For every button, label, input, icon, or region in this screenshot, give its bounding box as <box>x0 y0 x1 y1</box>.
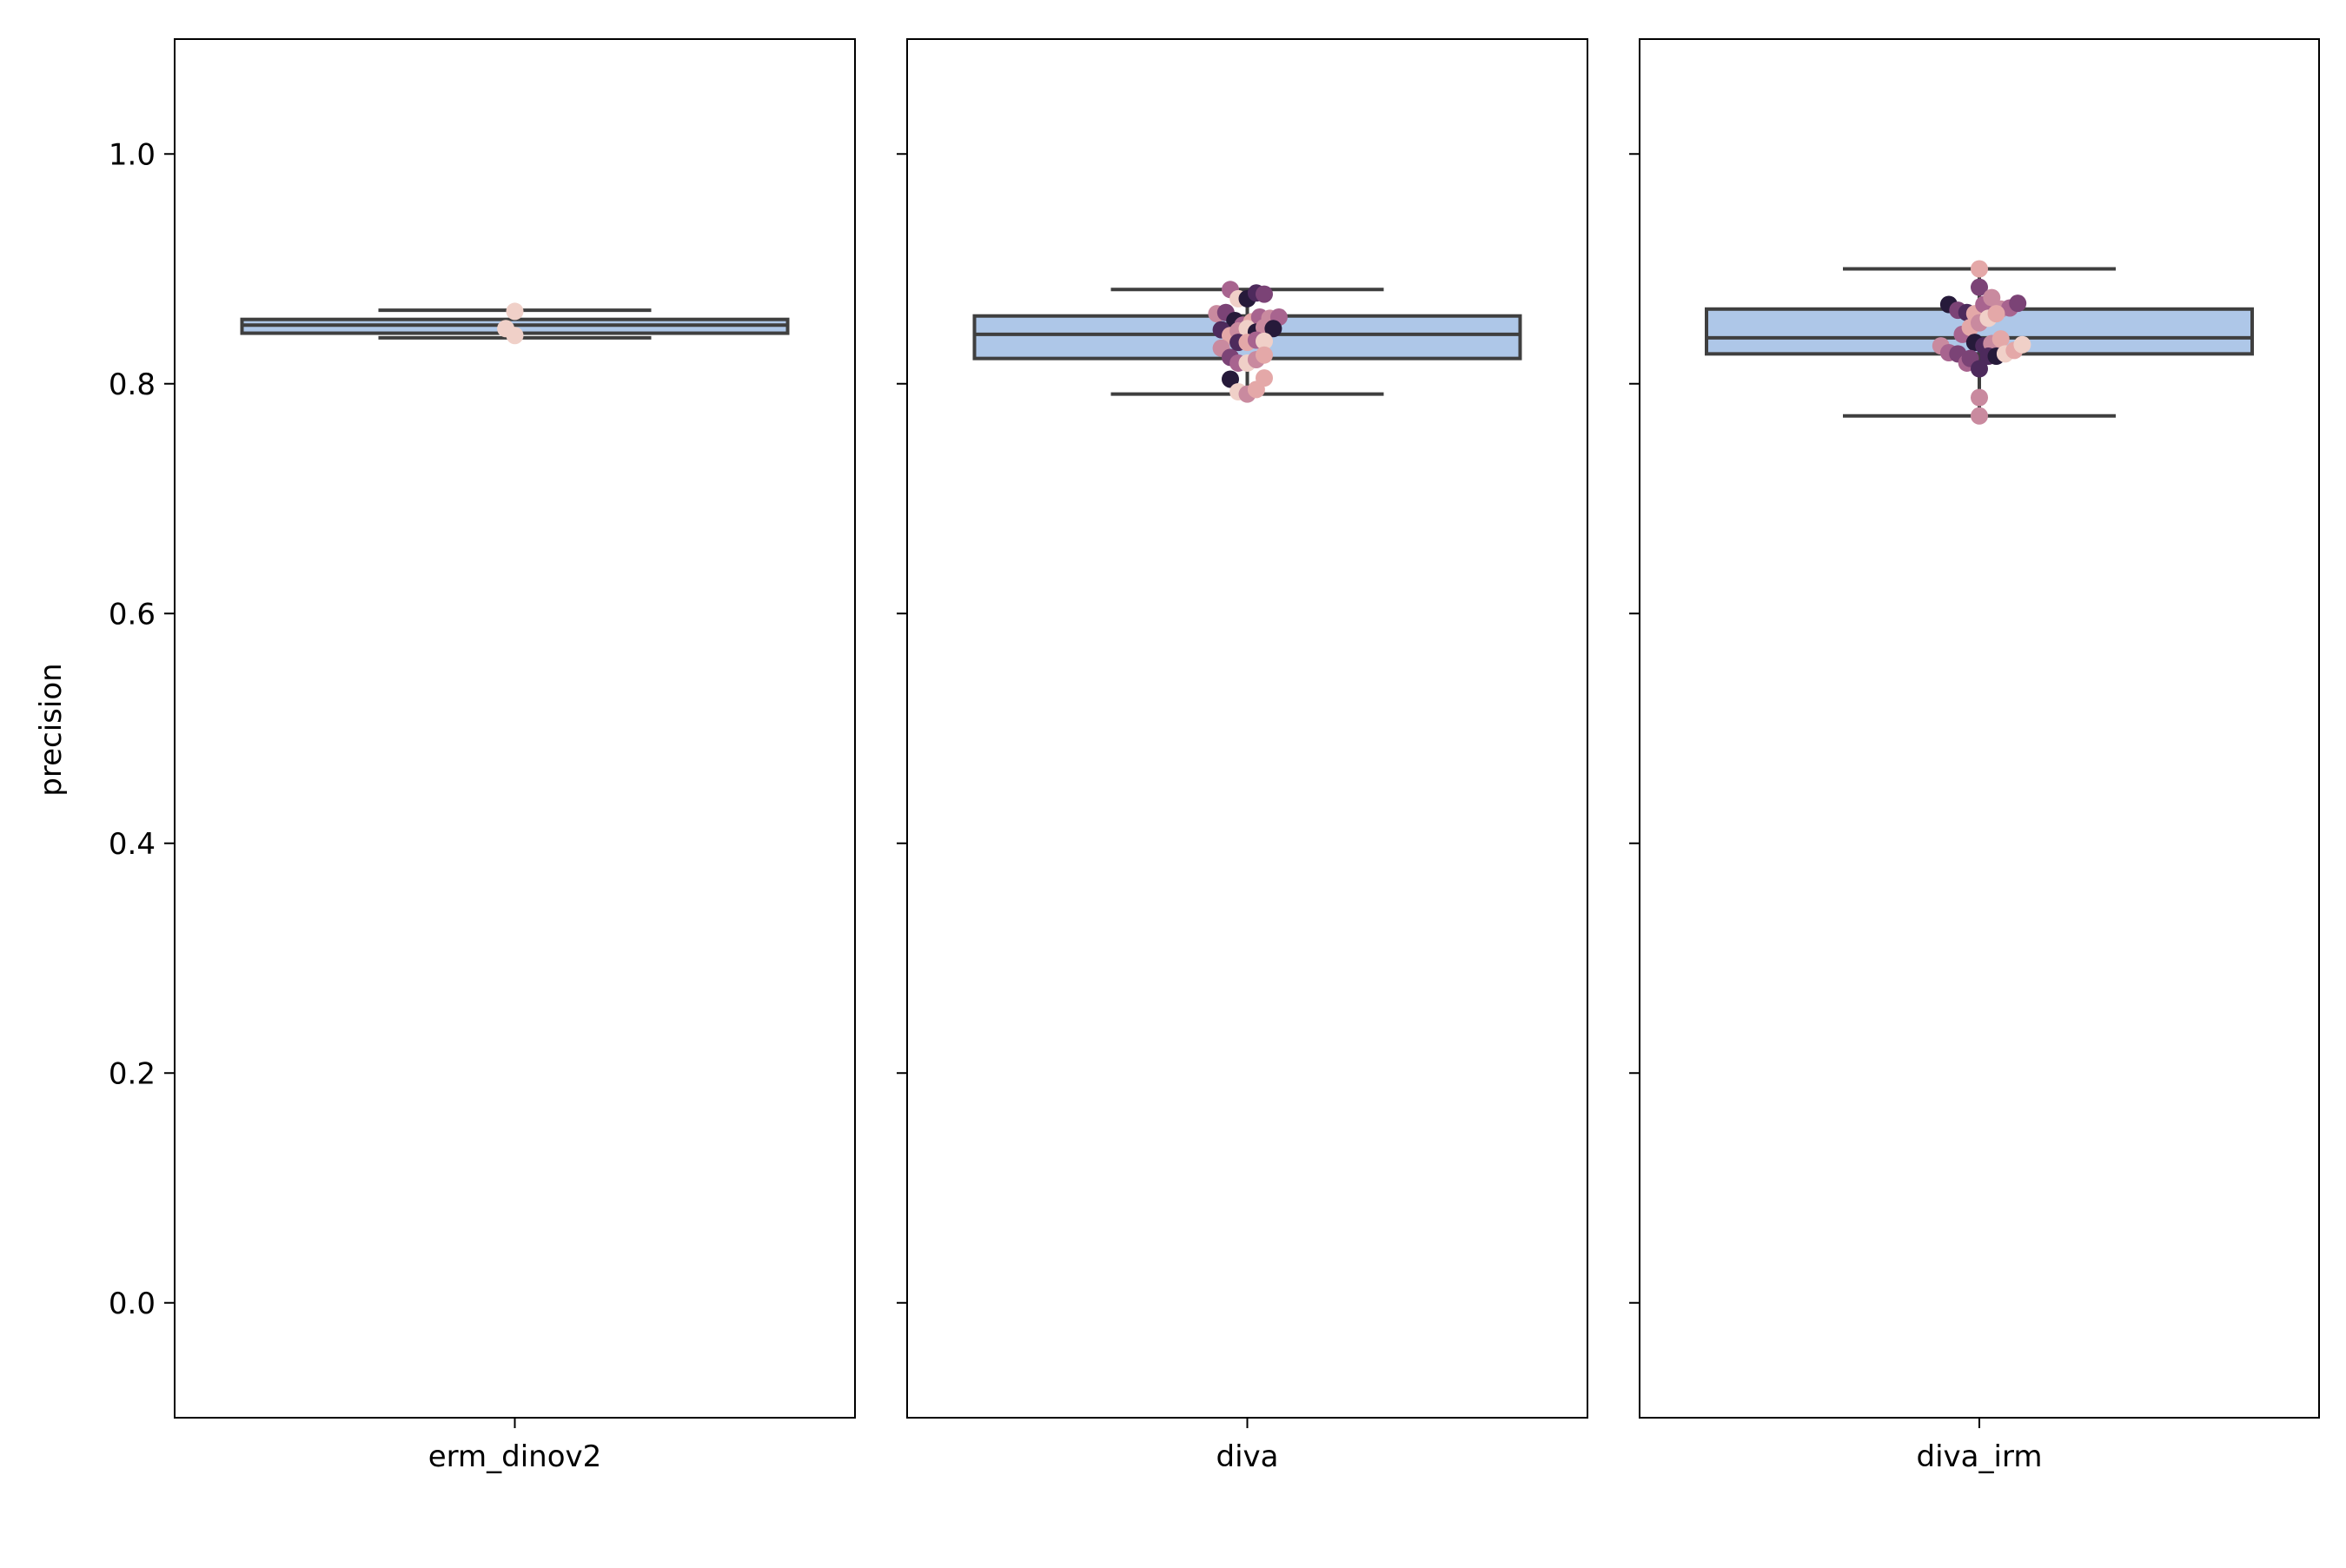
x-tick-label: diva_irm <box>1917 1439 2043 1474</box>
axes-frame <box>174 38 856 1419</box>
panel-erm_dinov2: 0.0 0.2 0.4 0.6 0.8 1.0 erm_dinov2 <box>109 38 856 1474</box>
y-tick-label: 0.8 <box>109 367 156 402</box>
y-axis-label: precision <box>34 663 69 796</box>
data-point <box>1971 360 1988 378</box>
data-point <box>1222 370 1239 388</box>
data-point <box>1256 346 1273 364</box>
data-point <box>1247 380 1265 399</box>
axes-frame <box>1639 38 2320 1419</box>
y-tick-label: 0.4 <box>109 827 156 862</box>
axes-frame <box>906 38 1588 1419</box>
y-tick-label: 0.0 <box>109 1287 156 1321</box>
data-point <box>1971 278 1988 296</box>
y-tick-label: 0.2 <box>109 1056 156 1091</box>
x-tick-label: erm_dinov2 <box>428 1439 602 1474</box>
data-point <box>506 327 524 345</box>
y-tick-label: 0.6 <box>109 597 156 632</box>
panel-diva: diva <box>897 38 1588 1474</box>
data-point <box>1971 388 1988 407</box>
panel-diva_irm: diva_irm <box>1629 38 2320 1474</box>
data-point <box>2013 335 2031 354</box>
panels-layer: 0.0 0.2 0.4 0.6 0.8 1.0 erm_dinov2 diva diva_irm <box>109 38 2320 1474</box>
data-point <box>2009 294 2027 313</box>
data-point <box>1971 407 1988 425</box>
data-point <box>1987 305 2005 323</box>
data-point <box>1256 332 1273 350</box>
data-point <box>506 302 524 321</box>
data-point <box>1971 260 1988 278</box>
data-point <box>1264 320 1282 338</box>
y-tick-label: 1.0 <box>109 137 156 172</box>
x-tick-label: diva <box>1216 1439 1279 1474</box>
data-point <box>1991 330 2010 348</box>
data-point <box>1256 285 1273 303</box>
